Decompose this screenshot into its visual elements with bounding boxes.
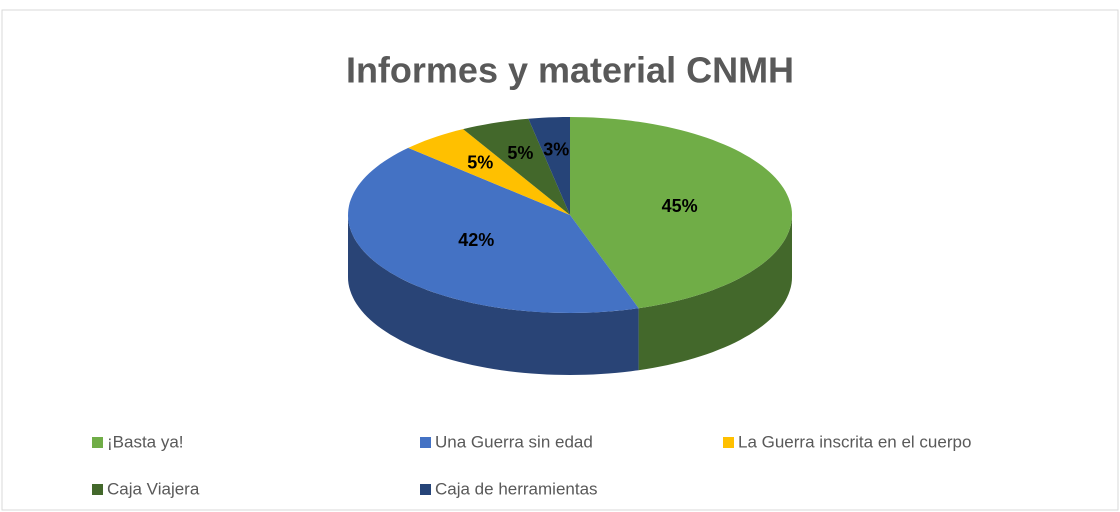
data-label: 5% <box>467 153 493 173</box>
slice <box>348 147 639 313</box>
legend-swatch <box>420 437 431 448</box>
legend-label: La Guerra inscrita en el cuerpo <box>738 432 971 451</box>
legend-swatch <box>420 484 431 495</box>
data-label: 5% <box>507 143 533 163</box>
slice <box>463 118 570 215</box>
data-label: 45% <box>662 196 698 216</box>
slice <box>528 117 570 215</box>
slice-side <box>638 215 792 371</box>
data-label: 42% <box>458 230 494 250</box>
chart-title: Informes y material CNMH <box>346 50 794 91</box>
legend-label: Una Guerra sin edad <box>435 432 593 451</box>
legend-swatch <box>92 437 103 448</box>
slice-side <box>348 215 639 375</box>
legend-swatch <box>92 484 103 495</box>
legend-label: Caja Viajera <box>107 479 200 498</box>
data-label: 3% <box>543 139 569 159</box>
slice <box>408 129 570 215</box>
legend-label: Caja de herramientas <box>435 479 598 498</box>
legend-swatch <box>723 437 734 448</box>
slice <box>570 117 792 309</box>
legend-label: ¡Basta ya! <box>107 432 184 451</box>
